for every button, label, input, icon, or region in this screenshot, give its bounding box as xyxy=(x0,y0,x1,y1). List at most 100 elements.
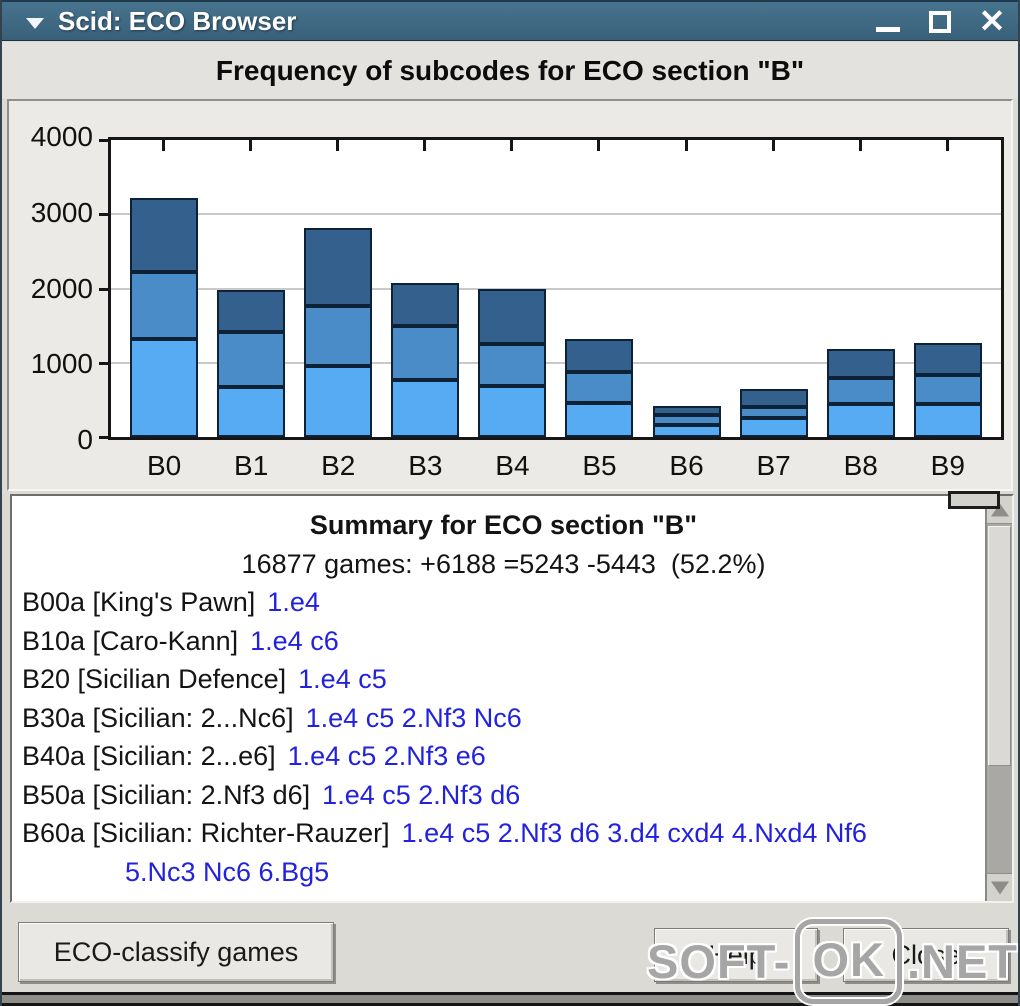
x-axis-label-B8: B8 xyxy=(843,450,878,481)
bar-B5-middle-segment xyxy=(565,371,634,403)
x-axis-label-B9: B9 xyxy=(930,450,965,481)
x-tick-B6 xyxy=(684,140,688,151)
x-axis-label-B2: B2 xyxy=(321,450,356,481)
soft-ok-watermark: SOFT- OK .NET xyxy=(647,919,1018,1004)
help-button[interactable]: Help xyxy=(654,928,818,982)
eco-entry-2: B20 [Sicilian Defence] 1.e4 c5 xyxy=(22,660,985,699)
y-tick-2000 xyxy=(99,287,109,291)
close-dialog-button[interactable]: Close xyxy=(843,928,1009,982)
bar-B7-top-segment xyxy=(739,388,808,408)
bar-B5-top-segment xyxy=(565,339,634,372)
x-tick-B4 xyxy=(510,140,514,151)
x-axis-label-B6: B6 xyxy=(669,450,704,481)
x-tick-B3 xyxy=(423,140,427,151)
bar-B6-top-segment xyxy=(652,405,721,416)
y-axis-label-4000: 4000 xyxy=(30,121,93,152)
eco-entry-moves-continuation[interactable]: 5.Nc3 Nc6 6.Bg5 xyxy=(125,856,330,887)
eco-entry-moves[interactable]: 1.e4 c5 2.Nf3 d6 xyxy=(322,779,521,810)
bar-B1-bottom-segment xyxy=(217,386,286,437)
eco-entry-moves[interactable]: 1.e4 c5 2.Nf3 Nc6 xyxy=(305,702,522,733)
close-window-button[interactable]: ✕ xyxy=(978,5,1006,37)
gridline-3000 xyxy=(111,213,1001,216)
eco-entry-moves[interactable]: 1.e4 c6 xyxy=(250,625,339,656)
eco-entry-3: B30a [Sicilian: 2...Nc6] 1.e4 c5 2.Nf3 Nc… xyxy=(22,699,985,738)
bar-B3: B3 xyxy=(391,140,460,481)
bar-B8-middle-segment xyxy=(826,378,895,405)
page-title: Frequency of subcodes for ECO section "B… xyxy=(2,42,1018,99)
x-axis-label-B7: B7 xyxy=(756,450,791,481)
x-axis-label-B3: B3 xyxy=(408,450,443,481)
bar-B9: B9 xyxy=(913,140,982,481)
bar-B0-middle-segment xyxy=(130,272,199,339)
eco-entry-label: B60a [Sicilian: Richter-Rauzer] xyxy=(22,818,390,848)
vertical-scrollbar[interactable] xyxy=(985,496,1012,901)
bar-B7-middle-segment xyxy=(739,407,808,419)
eco-entry-label: B50a [Sicilian: 2.Nf3 d6] xyxy=(22,779,311,810)
bar-B0-bottom-segment xyxy=(130,339,199,437)
minimize-button[interactable] xyxy=(874,6,902,36)
eco-entry-6: B60a [Sicilian: Richter-Rauzer] 1.e4 c5 2… xyxy=(22,814,985,853)
bar-B6-bottom-segment xyxy=(652,425,721,437)
gridline-2000 xyxy=(111,287,1001,290)
maximize-button[interactable] xyxy=(926,6,954,36)
eco-entry-label: B00a [King's Pawn] xyxy=(22,587,256,617)
eco-entry-5: B50a [Sicilian: 2.Nf3 d6] 1.e4 c5 2.Nf3 d… xyxy=(22,776,985,815)
y-axis-label-3000: 3000 xyxy=(30,196,93,228)
bar-B3-bottom-segment xyxy=(391,379,460,437)
summary-title: Summary for ECO section "B" xyxy=(309,510,698,540)
eco-entry-0: B00a [King's Pawn] 1.e4 xyxy=(22,583,985,622)
y-axis-labels: 0 1000 2000 3000 4000 xyxy=(9,121,99,455)
bar-B4-middle-segment xyxy=(478,344,547,386)
watermark-suffix: .NET xyxy=(906,935,1018,988)
bar-B7: B7 xyxy=(739,140,808,481)
eco-entry-moves[interactable]: 1.e4 xyxy=(267,587,320,617)
bar-B8-bottom-segment xyxy=(826,404,895,437)
bar-B8-top-segment xyxy=(826,349,895,379)
bar-B2-top-segment xyxy=(304,227,373,307)
x-axis-label-B0: B0 xyxy=(146,450,182,481)
bar-B2: B2 xyxy=(304,140,373,481)
bar-B3-middle-segment xyxy=(391,325,460,380)
eco-entry-moves[interactable]: 1.e4 c5 2.Nf3 e6 xyxy=(287,741,486,771)
eco-entry-label: B20 [Sicilian Defence] xyxy=(22,664,287,694)
y-tick-3000 xyxy=(99,213,109,217)
eco-entry-1: B10a [Caro-Kann] 1.e4 c6 xyxy=(22,622,985,661)
eco-classify-games-button[interactable]: ECO-classify games xyxy=(18,922,334,982)
pane-resize-grip[interactable] xyxy=(948,491,1000,509)
bar-B5: B5 xyxy=(565,140,634,481)
bar-B9-middle-segment xyxy=(913,375,982,404)
bar-B4-bottom-segment xyxy=(478,385,547,437)
y-tick-4000 xyxy=(99,139,109,142)
window-menu-icon[interactable] xyxy=(26,18,44,29)
window-controls: ✕ xyxy=(874,2,1006,40)
y-axis-label-2000: 2000 xyxy=(30,272,93,304)
bar-B7-bottom-segment xyxy=(739,418,808,437)
window-bottom-frame xyxy=(2,992,1018,1006)
bar-B1: B1 xyxy=(217,140,286,481)
bar-B0: B0 xyxy=(130,140,199,481)
bar-B3-top-segment xyxy=(391,282,460,326)
watermark-prefix: SOFT- xyxy=(647,935,791,988)
x-tick-B5 xyxy=(597,140,601,151)
y-tick-1000 xyxy=(99,361,109,365)
summary-text: Summary for ECO section "B" 16877 games:… xyxy=(12,496,985,901)
x-axis-label-B4: B4 xyxy=(495,450,530,481)
titlebar[interactable]: Scid: ECO Browser ✕ xyxy=(2,0,1018,41)
eco-entry-label: B10a [Caro-Kann] xyxy=(22,625,239,656)
eco-entry-label: B40a [Sicilian: 2...e6] xyxy=(22,741,276,771)
eco-entry-moves[interactable]: 1.e4 c5 2.Nf3 d6 3.d4 cxd4 4.Nxd4 Nf6 xyxy=(401,818,867,848)
x-axis-label-B1: B1 xyxy=(234,450,269,481)
x-axis-label-B5: B5 xyxy=(582,450,617,481)
scrollbar-thumb[interactable] xyxy=(988,526,1011,766)
window-title: Scid: ECO Browser xyxy=(58,6,297,36)
summary-pane[interactable]: Summary for ECO section "B" 16877 games:… xyxy=(10,494,1014,903)
x-tick-B9 xyxy=(945,140,949,151)
maximize-icon xyxy=(929,11,951,33)
bar-B4-top-segment xyxy=(478,288,547,345)
x-tick-B2 xyxy=(336,140,340,151)
eco-entry-moves[interactable]: 1.e4 c5 xyxy=(298,664,387,694)
scroll-down-button[interactable] xyxy=(987,873,1012,901)
bar-B0-top-segment xyxy=(130,197,199,273)
bar-B8: B8 xyxy=(826,140,895,481)
